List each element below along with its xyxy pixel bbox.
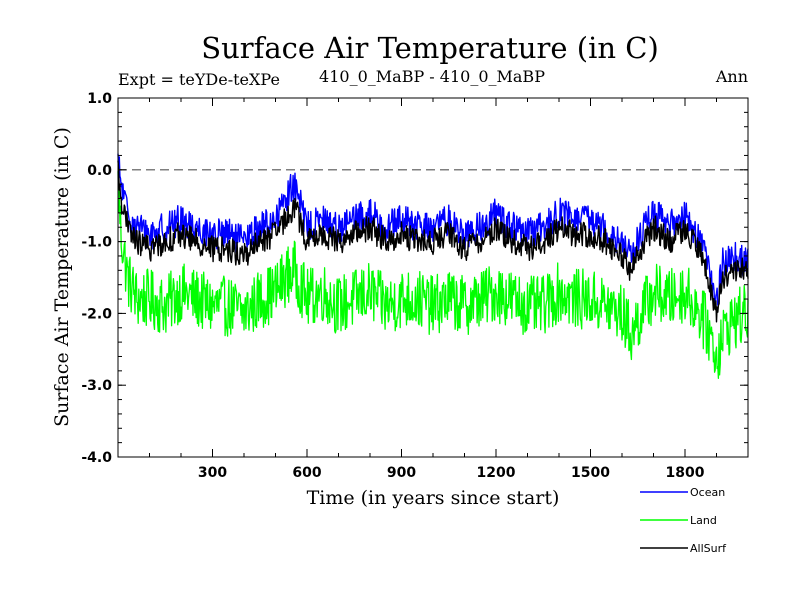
x-tick-label: 1200 <box>477 465 516 481</box>
legend-label-land: Land <box>690 514 717 527</box>
x-tick-label: 600 <box>292 465 321 481</box>
x-tick-label: 900 <box>387 465 416 481</box>
chart-subtitle-left: Expt = teYDe-teXPe <box>118 70 280 89</box>
y-tick-label: -2.0 <box>81 306 112 322</box>
legend-label-ocean: Ocean <box>690 486 725 499</box>
y-axis-label: Surface Air Temperature (in C) <box>51 127 73 427</box>
series-line-ocean <box>117 153 749 306</box>
chart-subtitle-center: 410_0_MaBP - 410_0_MaBP <box>319 67 545 86</box>
x-tick-label: 300 <box>198 465 227 481</box>
x-tick-label: 1800 <box>666 465 705 481</box>
plot-frame <box>117 97 749 458</box>
series-line-allsurf <box>117 160 749 323</box>
x-axis-label: Time (in years since start) <box>307 487 560 509</box>
legend-label-allsurf: AllSurf <box>690 542 727 555</box>
axis-layer: 1.0 0.0 -1.0 -2.0 -3.0 -4.0 300 600 900 1200 1500 1… <box>81 91 748 481</box>
series-line-land <box>117 171 749 379</box>
x-tick-label: 1500 <box>571 465 610 481</box>
y-tick-label: 1.0 <box>87 91 112 107</box>
y-tick-label: -4.0 <box>81 450 112 466</box>
legend: Ocean Land AllSurf <box>640 486 727 555</box>
chart-subtitle-right: Ann <box>715 67 748 86</box>
y-tick-label: -3.0 <box>81 378 112 394</box>
chart-title: Surface Air Temperature (in C) <box>201 31 659 65</box>
y-tick-label: 0.0 <box>87 163 112 179</box>
y-tick-label: -1.0 <box>81 235 112 251</box>
series-layer <box>117 153 749 379</box>
